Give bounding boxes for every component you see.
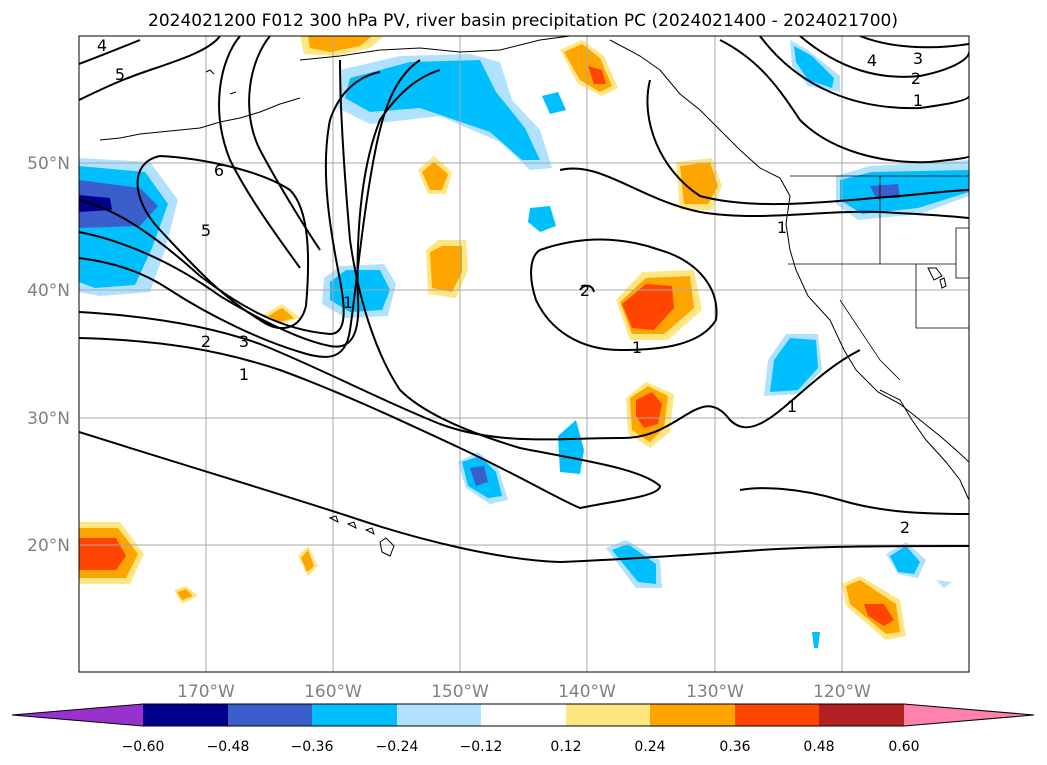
map-frame: [78, 35, 970, 673]
anomaly-pos-152w-core: [422, 162, 448, 190]
colorbar-segment: [566, 704, 650, 726]
colorbar-tick: 0.36: [719, 739, 750, 755]
chart-title: 2024021200 F012 300 hPa PV, river basin …: [148, 11, 898, 31]
anomaly-strong-neg-149w: [470, 466, 488, 486]
borders: [788, 175, 969, 381]
contour-label: 1: [343, 293, 353, 312]
colorbar: −0.60 −0.48 −0.36 −0.24 −0.12 0.12 0.24 …: [11, 703, 1035, 755]
anomaly-neg-small-2: [542, 92, 566, 114]
anomaly-pos-150w-core: [430, 246, 462, 292]
anomaly-neg-tiny-2: [936, 580, 952, 588]
anomaly-strong-pos-134w: [622, 284, 674, 330]
colorbar-segment: [481, 704, 566, 726]
coastlines: [99, 36, 969, 557]
colorbar-tick: −0.36: [291, 739, 334, 755]
colorbar-tick: −0.60: [122, 739, 165, 755]
anomaly-neg-137w-core: [612, 544, 656, 584]
lat-label: 40°N: [27, 281, 70, 301]
lon-label: 140°W: [558, 682, 616, 702]
colorbar-segment: [819, 704, 904, 726]
pv-contour-labels: 4 5 6 5 2 3 1 2 1 1 1 2 4 3 2 1 1: [97, 36, 923, 537]
contour-label: 1: [239, 365, 249, 384]
colorbar-segment: [735, 704, 819, 726]
contour-label: 3: [239, 332, 249, 351]
anomaly-neg-125w-core: [770, 338, 818, 392]
anomaly-strong-pos-140w-56n: [588, 66, 606, 84]
anomaly-strong-neg-117w: [870, 184, 900, 198]
anomaly-neg-se-core: [890, 546, 920, 574]
contour-label: 2: [900, 518, 910, 537]
contour-label: 1: [913, 91, 923, 110]
contour-label: 3: [913, 49, 923, 68]
anomaly-strong-pos-134w-30n: [636, 392, 662, 428]
latitude-labels: 50°N 40°N 30°N 20°N: [27, 154, 70, 556]
anomaly-strong-pos-180w-20n: [79, 538, 126, 570]
anomaly-neg-142w: [558, 420, 584, 474]
colorbar-tick: 0.24: [634, 739, 665, 755]
lon-label: 130°W: [686, 682, 744, 702]
colorbar-extend-high: [904, 704, 1034, 726]
anomaly-pos-130w-core: [680, 162, 718, 204]
contour-label: 2: [580, 281, 590, 300]
contour-label: 5: [115, 65, 125, 84]
anomaly-neg-114w-north-core: [794, 46, 834, 88]
anomaly-neg-117w-core: [840, 170, 969, 214]
colorbar-segment: [143, 704, 228, 726]
pv-contours: [79, 36, 969, 564]
contour-label: 1: [777, 218, 787, 237]
colorbar-tick: 0.12: [550, 739, 581, 755]
colorbar-extend-low: [12, 704, 143, 726]
colorbar-segment: [312, 704, 397, 726]
contour-label: 2: [911, 69, 921, 88]
lat-label: 50°N: [27, 154, 70, 174]
anomaly-pos-170w-16n-core: [177, 589, 193, 600]
anomaly-pos-alaska-n-core: [308, 36, 372, 52]
colorbar-ticks: −0.60 −0.48 −0.36 −0.24 −0.12 0.12 0.24 …: [122, 739, 920, 755]
colorbar-tick: −0.12: [460, 739, 503, 755]
contour-label: 4: [97, 36, 107, 55]
anomaly-neg-tiny: [812, 632, 820, 648]
contour-label: 4: [867, 51, 877, 70]
contour-label: 6: [214, 161, 224, 180]
anomaly-neg-small-1: [528, 206, 556, 232]
colorbar-tick: −0.24: [376, 739, 419, 755]
contour-label: 1: [632, 338, 642, 357]
lat-label: 20°N: [27, 536, 70, 556]
anomaly-pos-162w-19n-core: [301, 550, 314, 572]
colorbar-tick: −0.48: [207, 739, 250, 755]
colorbar-segment: [650, 704, 735, 726]
contour-label: 2: [201, 332, 211, 351]
contour-label: 1: [787, 397, 797, 416]
lon-label: 150°W: [431, 682, 489, 702]
anomaly-pos-164w-core: [268, 308, 294, 322]
colorbar-segment: [397, 704, 481, 726]
contour-label: 5: [201, 221, 211, 240]
gridlines: [79, 36, 969, 672]
lon-label: 170°W: [177, 682, 235, 702]
colorbar-outline: [11, 703, 1035, 727]
lon-label: 120°W: [813, 682, 871, 702]
map-panel: 4 5 6 5 2 3 1 2 1 1 1 2 4 3 2 1 1: [78, 35, 970, 673]
anomaly-strong-pos-117w-15n: [864, 604, 894, 626]
colorbar-segment: [228, 704, 312, 726]
anomaly-neg-alaska-core: [345, 60, 540, 160]
colorbar-tick: 0.60: [888, 739, 919, 755]
lat-label: 30°N: [27, 409, 70, 429]
longitude-labels: 170°W 160°W 150°W 140°W 130°W 120°W: [177, 682, 871, 702]
colorbar-tick: 0.48: [803, 739, 834, 755]
lon-label: 160°W: [304, 682, 362, 702]
